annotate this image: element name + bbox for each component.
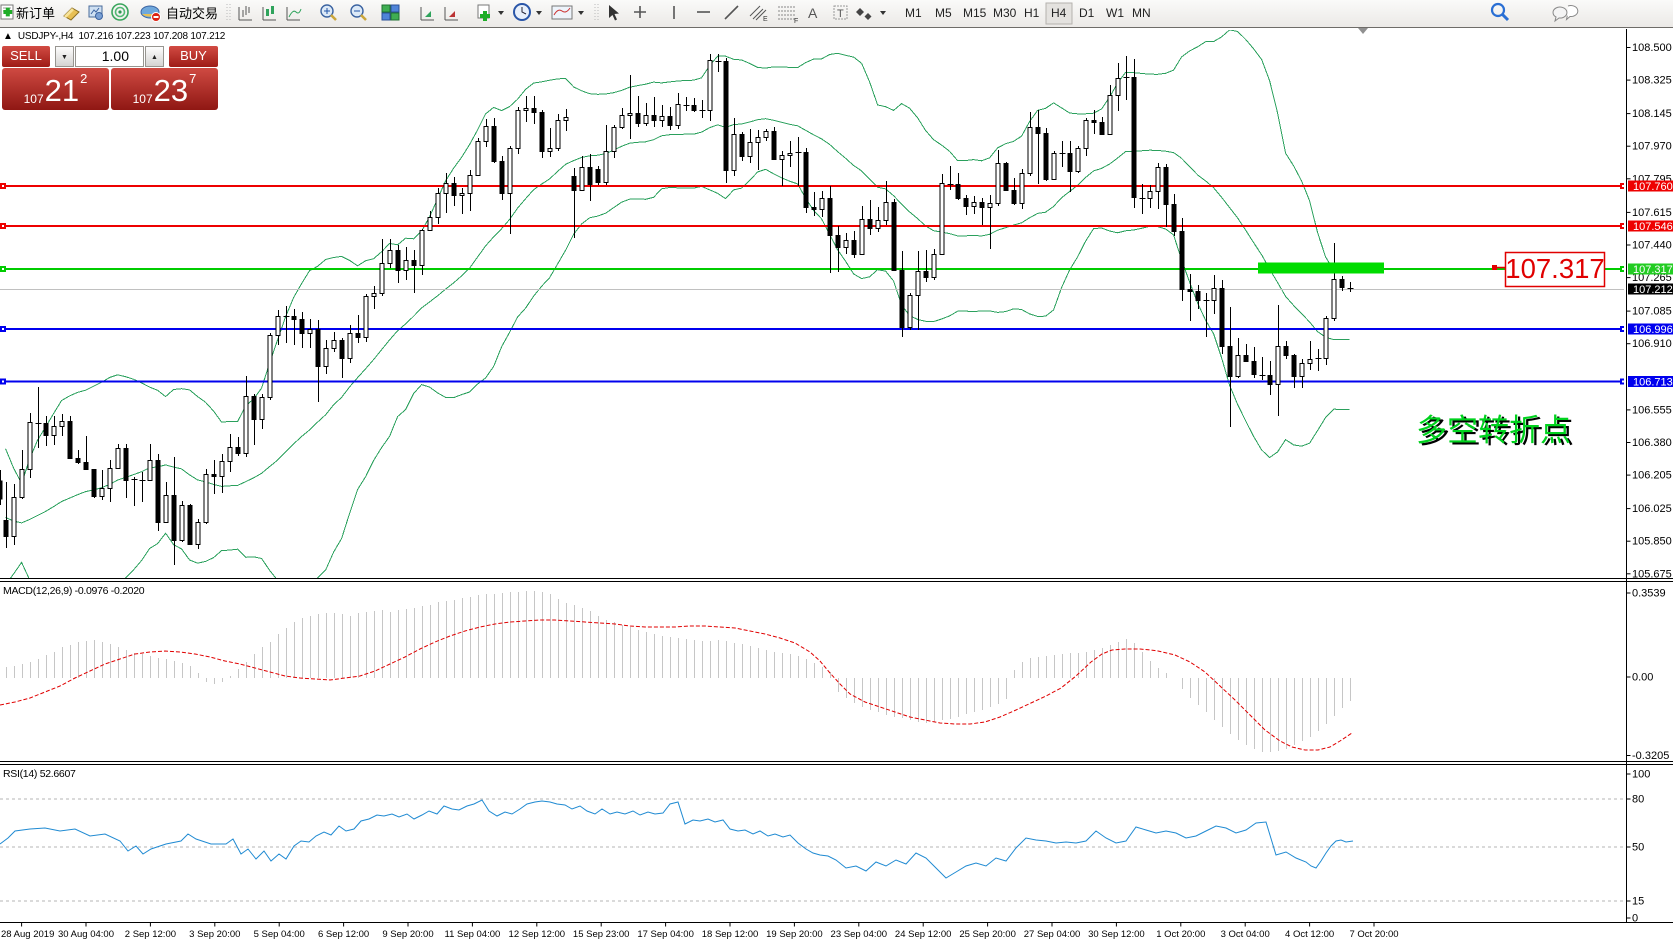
svg-text:3 Oct 04:00: 3 Oct 04:00 — [1221, 929, 1270, 940]
svg-text:28 Aug 2019: 28 Aug 2019 — [1, 929, 54, 940]
svg-text:108.145: 108.145 — [1632, 108, 1672, 120]
svg-text:107.317: 107.317 — [1505, 253, 1604, 284]
svg-text:0.00: 0.00 — [1632, 672, 1653, 684]
svg-text:17 Sep 04:00: 17 Sep 04:00 — [637, 929, 694, 940]
svg-text:7 Oct 20:00: 7 Oct 20:00 — [1349, 929, 1398, 940]
svg-text:23 Sep 04:00: 23 Sep 04:00 — [831, 929, 888, 940]
svg-text:A: A — [808, 5, 818, 21]
svg-text:D1: D1 — [1079, 6, 1095, 20]
svg-text:H4: H4 — [1051, 6, 1067, 20]
svg-text:3 Sep 20:00: 3 Sep 20:00 — [189, 929, 240, 940]
svg-text:0.3539: 0.3539 — [1632, 588, 1666, 600]
svg-text:50: 50 — [1632, 842, 1644, 854]
svg-text:106.713: 106.713 — [1633, 377, 1673, 389]
svg-text:5 Sep 04:00: 5 Sep 04:00 — [254, 929, 305, 940]
svg-text:MN: MN — [1132, 6, 1151, 20]
svg-text:9 Sep 20:00: 9 Sep 20:00 — [382, 929, 433, 940]
svg-text:0: 0 — [1632, 913, 1638, 925]
svg-text:107.615: 107.615 — [1632, 207, 1672, 219]
svg-text:108.325: 108.325 — [1632, 75, 1672, 87]
svg-text:15 Sep 23:00: 15 Sep 23:00 — [573, 929, 630, 940]
svg-text:107.546: 107.546 — [1633, 221, 1673, 233]
svg-text:18 Sep 12:00: 18 Sep 12:00 — [702, 929, 759, 940]
svg-text:107.085: 107.085 — [1632, 306, 1672, 318]
svg-text:RSI(14) 52.6607: RSI(14) 52.6607 — [3, 768, 76, 780]
svg-text:106.380: 106.380 — [1632, 437, 1672, 449]
svg-text:107.440: 107.440 — [1632, 240, 1672, 252]
svg-text:106.555: 106.555 — [1632, 404, 1672, 416]
svg-text:105.850: 105.850 — [1632, 536, 1672, 548]
svg-text:30 Aug 04:00: 30 Aug 04:00 — [58, 929, 114, 940]
svg-text:80: 80 — [1632, 794, 1644, 806]
svg-text:1 Oct 20:00: 1 Oct 20:00 — [1156, 929, 1205, 940]
svg-text:107.970: 107.970 — [1632, 141, 1672, 153]
svg-text:2 Sep 12:00: 2 Sep 12:00 — [125, 929, 176, 940]
svg-text:4 Oct 12:00: 4 Oct 12:00 — [1285, 929, 1334, 940]
svg-text:100: 100 — [1632, 769, 1650, 781]
svg-text:106.910: 106.910 — [1632, 338, 1672, 350]
svg-text:F: F — [794, 18, 798, 25]
svg-text:106.025: 106.025 — [1632, 503, 1672, 515]
svg-text:W1: W1 — [1106, 6, 1124, 20]
svg-text:M5: M5 — [935, 6, 952, 20]
svg-text:M1: M1 — [905, 6, 922, 20]
svg-text:24 Sep 12:00: 24 Sep 12:00 — [895, 929, 952, 940]
svg-text:多空转折点: 多空转折点 — [1416, 413, 1571, 448]
svg-text:25 Sep 20:00: 25 Sep 20:00 — [959, 929, 1016, 940]
svg-text:107.760: 107.760 — [1633, 181, 1673, 193]
svg-text:T: T — [837, 8, 844, 20]
svg-text:自动交易: 自动交易 — [166, 6, 218, 21]
svg-text:M30: M30 — [993, 6, 1017, 20]
svg-text:多空转折点: 多空转折点 — [1419, 415, 1574, 450]
svg-text:新订单: 新订单 — [16, 6, 55, 21]
svg-text:19 Sep 20:00: 19 Sep 20:00 — [766, 929, 823, 940]
svg-text:MACD(12,26,9) -0.0976 -0.2020: MACD(12,26,9) -0.0976 -0.2020 — [3, 585, 145, 597]
svg-text:106.996: 106.996 — [1633, 324, 1673, 336]
svg-text:107.212: 107.212 — [1633, 284, 1673, 296]
svg-text:M15: M15 — [963, 6, 987, 20]
svg-text:6 Sep 12:00: 6 Sep 12:00 — [318, 929, 369, 940]
svg-text:-0.3205: -0.3205 — [1632, 750, 1669, 762]
svg-text:E: E — [763, 16, 768, 23]
svg-text:12 Sep 12:00: 12 Sep 12:00 — [509, 929, 566, 940]
svg-text:106.205: 106.205 — [1632, 470, 1672, 482]
svg-text:30 Sep 12:00: 30 Sep 12:00 — [1088, 929, 1145, 940]
svg-text:107.317: 107.317 — [1633, 264, 1673, 276]
svg-text:107.265: 107.265 — [1632, 272, 1672, 284]
svg-text:108.500: 108.500 — [1632, 42, 1672, 54]
svg-text:H1: H1 — [1024, 6, 1040, 20]
svg-text:15: 15 — [1632, 896, 1644, 908]
svg-text:11 Sep 04:00: 11 Sep 04:00 — [444, 929, 500, 940]
svg-text:105.675: 105.675 — [1632, 568, 1672, 580]
svg-text:27 Sep 04:00: 27 Sep 04:00 — [1024, 929, 1081, 940]
